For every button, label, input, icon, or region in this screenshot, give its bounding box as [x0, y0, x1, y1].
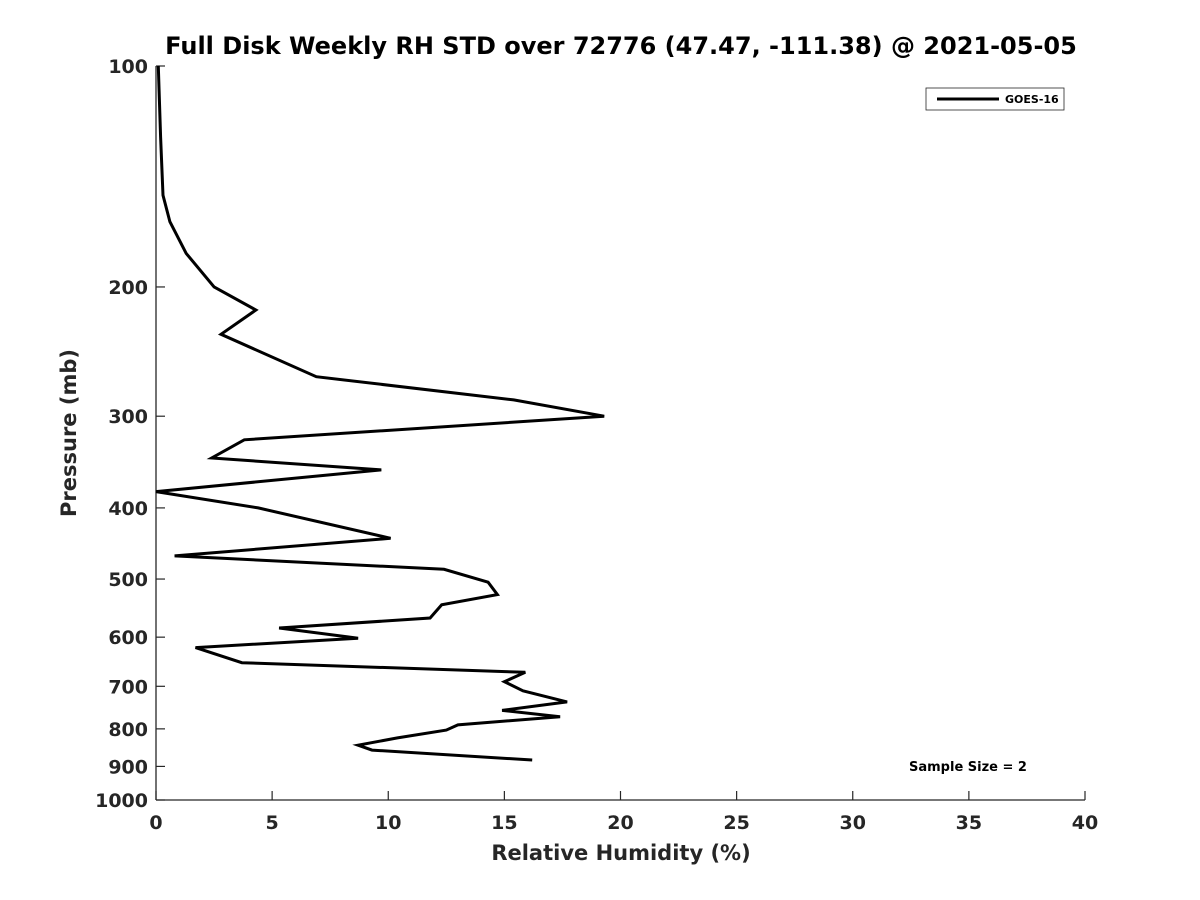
legend-entry-goes-16: GOES-16 [1005, 93, 1059, 106]
x-tick-label: 10 [375, 812, 401, 834]
y-axis-label: Pressure (mb) [57, 349, 81, 517]
x-tick-label: 30 [840, 812, 866, 834]
x-tick-label: 35 [956, 812, 982, 834]
y-tick-label: 100 [108, 56, 148, 78]
y-ticks: 100 200 300 400 500 600 700 800 900 1000 [95, 56, 165, 812]
x-tick-label: 15 [491, 812, 517, 834]
y-tick-label: 300 [108, 406, 148, 428]
x-tick-label: 25 [723, 812, 749, 834]
y-tick-label: 400 [108, 498, 148, 520]
x-tick-label: 20 [607, 812, 633, 834]
y-tick-label: 900 [108, 756, 148, 778]
series-layer [155, 65, 605, 762]
series-line-goes-16 [155, 65, 605, 762]
x-ticks: 0 5 10 15 20 25 30 35 40 [149, 791, 1098, 834]
x-tick-label: 5 [266, 812, 279, 834]
y-tick-label: 800 [108, 719, 148, 741]
y-tick-label: 200 [108, 277, 148, 299]
chart-title: Full Disk Weekly RH STD over 72776 (47.4… [165, 32, 1077, 60]
y-tick-label: 700 [108, 676, 148, 698]
y-tick-label: 600 [108, 627, 148, 649]
x-tick-label: 40 [1072, 812, 1098, 834]
x-tick-label: 0 [149, 812, 162, 834]
x-axis-label: Relative Humidity (%) [491, 841, 750, 865]
sample-size-annotation: Sample Size = 2 [909, 760, 1027, 775]
y-tick-label: 500 [108, 569, 148, 591]
legend: GOES-16 [925, 87, 1065, 111]
axes: 0 5 10 15 20 25 30 35 40 100 200 300 400 500 600 700 80… [95, 56, 1098, 834]
y-tick-label: 1000 [95, 790, 148, 812]
